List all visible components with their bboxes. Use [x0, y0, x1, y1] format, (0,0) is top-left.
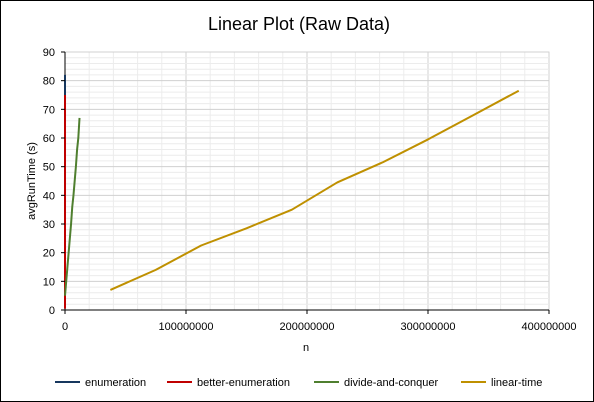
y-tick-label: 40 [43, 190, 55, 202]
grid-layer [65, 52, 549, 310]
y-axis-label: avgRunTime (s) [26, 142, 38, 220]
y-tick-label: 10 [43, 276, 55, 288]
y-tick-label: 90 [43, 47, 55, 59]
x-tick-label: 300000000 [400, 321, 455, 333]
y-tick-label: 0 [49, 305, 55, 317]
legend-label-better-enumeration: better-enumeration [197, 377, 290, 389]
chart-title: Linear Plot (Raw Data) [208, 14, 390, 34]
y-tick-label: 50 [43, 162, 55, 174]
y-tick-label: 70 [43, 104, 55, 116]
x-axis-label: n [303, 342, 309, 354]
legend-label-enumeration: enumeration [85, 377, 146, 389]
y-tick-label: 60 [43, 133, 55, 145]
y-tick-label: 30 [43, 219, 55, 231]
x-tick-label: 100000000 [158, 321, 213, 333]
y-tick-label: 80 [43, 76, 55, 88]
legend: enumeration better-enumeration divide-and-… [55, 377, 542, 389]
legend-label-divide-and-conquer: divide-and-conquer [344, 377, 439, 389]
x-tick-label: 200000000 [279, 321, 334, 333]
y-tick-label: 20 [43, 248, 55, 260]
legend-label-linear-time: linear-time [491, 377, 542, 389]
x-tick-label: 400000000 [521, 321, 576, 333]
x-tick-label: 0 [62, 321, 68, 333]
